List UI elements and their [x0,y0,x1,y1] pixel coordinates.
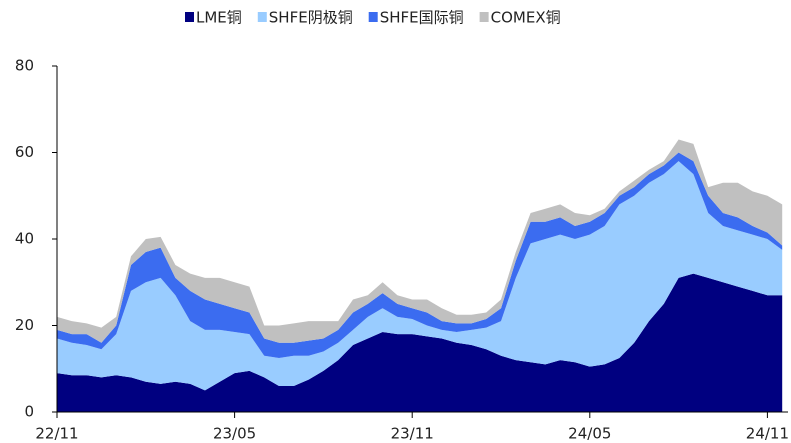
x-tick-label: 24/11 [746,425,789,443]
x-tick-label: 23/11 [391,425,434,443]
legend-label: LME铜 [196,9,242,27]
x-tick-label: 24/05 [568,425,611,443]
y-tick-label: 20 [15,316,34,334]
y-tick-label: 80 [15,57,34,75]
y-tick-label: 40 [15,230,34,248]
y-tick-label: 0 [24,403,34,421]
legend-swatch [479,12,489,22]
area [57,161,783,391]
legend-swatch [368,12,378,22]
area [57,139,783,343]
x-tick-label: 22/11 [35,425,78,443]
legend-swatch [185,12,194,22]
legend-label: COMEX铜 [491,9,561,27]
y-tick-label: 60 [15,143,34,161]
legend-swatch [257,12,267,22]
legend-label: SHFE阴极铜 [269,9,353,27]
area [57,273,783,412]
area [57,152,783,358]
legend-label: SHFE国际铜 [380,9,464,27]
x-tick-label: 23/05 [213,425,256,443]
